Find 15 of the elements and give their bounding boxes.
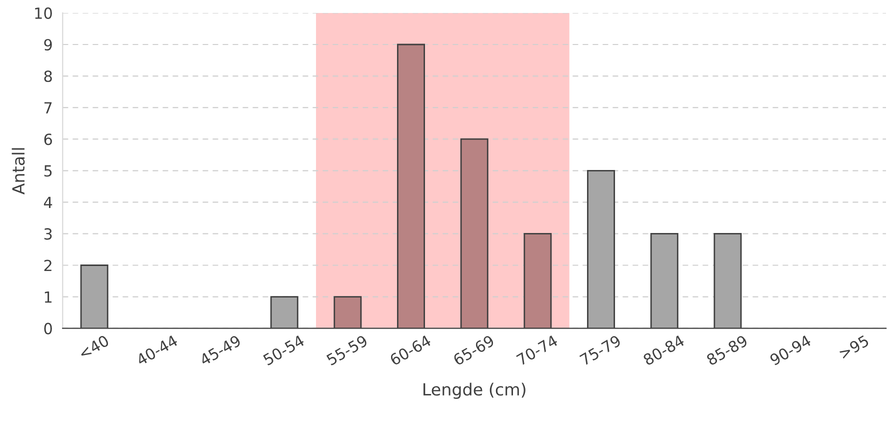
y-tick-label: 0 [44,322,52,334]
y-tick-label: 10 [35,7,52,19]
y-tick-label: 9 [44,38,52,51]
x-axis-title: Lengde (cm) [424,382,526,399]
y-tick-label: 4 [44,196,52,208]
x-tick-label: <40 [78,334,110,360]
x-tick-label: >95 [838,334,870,360]
y-tick-label: 3 [44,228,52,240]
y-tick-label: 5 [44,165,52,177]
y-tick-label: 1 [44,291,52,303]
y-tick-label: 8 [44,70,52,82]
y-tick-label: 7 [44,102,52,114]
y-tick-label: 2 [44,260,52,272]
y-axis-title: Antall [12,148,25,194]
y-tick-label: 6 [44,134,52,146]
